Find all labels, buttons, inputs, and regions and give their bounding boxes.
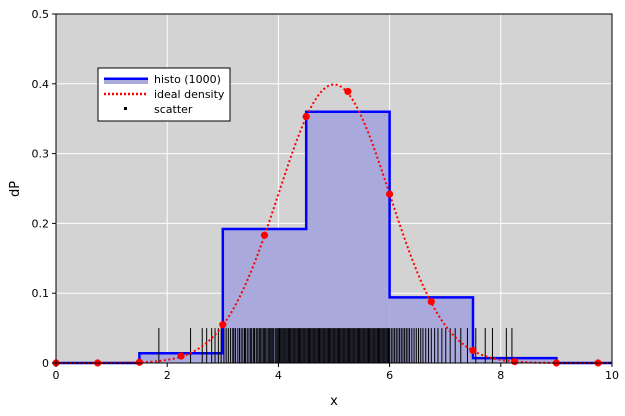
density-point-3: [177, 352, 185, 360]
y-tick-label-0: 0: [42, 357, 49, 370]
x-axis: 0 2 4 6 8 10: [53, 363, 619, 382]
x-tick-label-0: 0: [53, 369, 60, 382]
legend-density-label: ideal density: [154, 88, 225, 101]
y-tick-label-5: 0.5: [32, 8, 50, 21]
x-tick-label-4: 8: [497, 369, 504, 382]
density-point-2: [135, 358, 143, 366]
histogram-bar-2: [222, 228, 307, 363]
x-tick-label-1: 2: [164, 369, 171, 382]
density-point-8: [386, 190, 394, 198]
y-tick-label-3: 0.3: [32, 148, 50, 161]
scatter-rug: [158, 328, 513, 363]
density-point-5: [260, 231, 269, 239]
x-tick-label-5: 10: [605, 369, 619, 382]
y-tick-label-4: 0.4: [32, 78, 50, 91]
density-point-9: [427, 297, 435, 306]
y-tick-label-1: 0.1: [32, 287, 50, 300]
y-tick-label-2: 0.2: [32, 217, 50, 230]
legend: histo (1000) ideal density scatter: [97, 67, 231, 122]
y-axis-label: dP: [8, 181, 23, 197]
x-axis-label: x: [330, 394, 338, 409]
plot-frame: [55, 13, 613, 364]
y-axis: 0 0.1 0.2 0.3 0.4 0.5: [32, 8, 56, 370]
density-point-6: [302, 113, 310, 121]
legend-scatter-swatch: [124, 107, 127, 110]
density-point-10: [469, 346, 477, 355]
density-point-11: [511, 358, 519, 366]
x-tick-label-3: 6: [386, 369, 393, 382]
x-tick-label-2: 4: [275, 369, 282, 382]
legend-scatter-label: scatter: [154, 103, 193, 116]
legend-histo-label: histo (1000): [154, 73, 221, 86]
histogram-outline: [56, 110, 612, 365]
density-point-4: [219, 321, 227, 329]
density-point-7: [344, 87, 352, 96]
legend-histo-fill-swatch: [104, 80, 148, 84]
histogram-bar-3: [306, 111, 390, 363]
